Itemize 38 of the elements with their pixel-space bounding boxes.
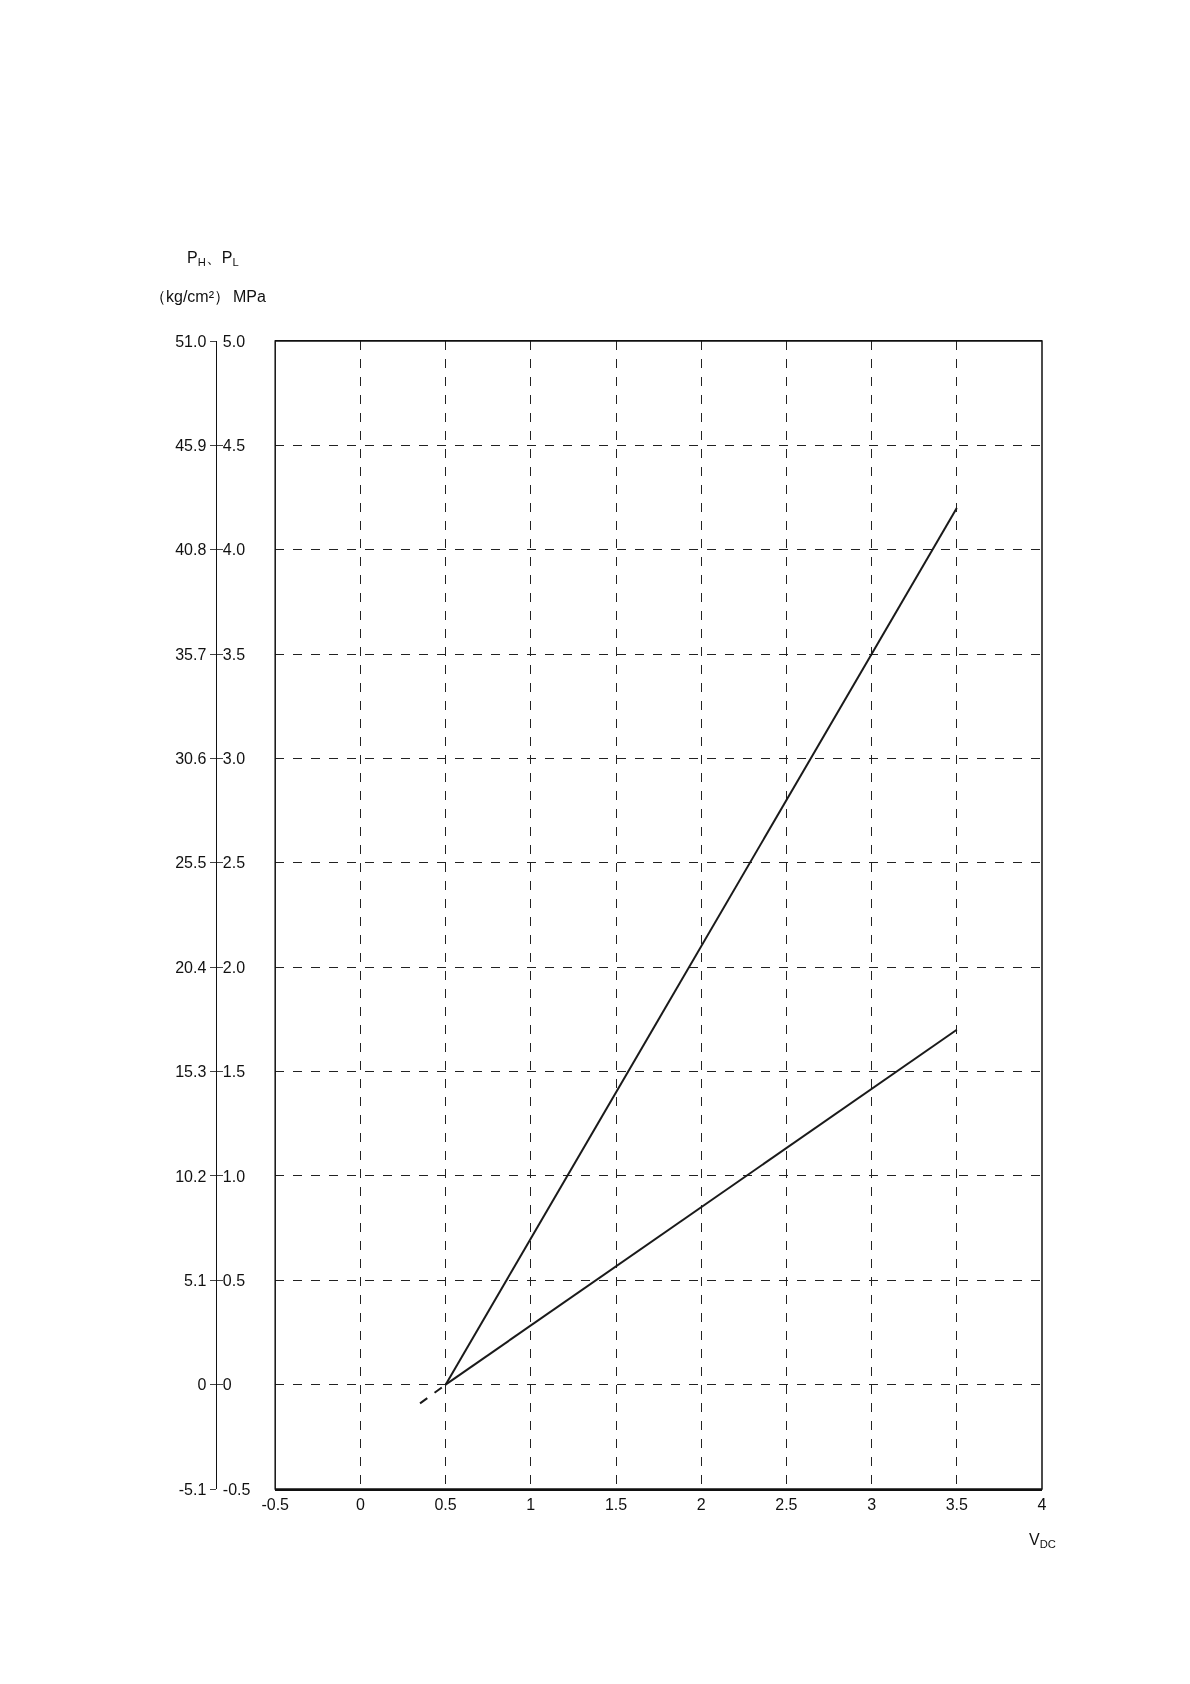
x-tick-label: 0.5 [434,1495,457,1513]
y2-axis-title: （kg/cm²） [150,288,230,305]
x-tick-label: 1.5 [604,1495,628,1513]
y2-tick-label: 15.3 [175,1063,207,1081]
x-axis-title: V$_{DC}$ [1029,1531,1056,1551]
y-tick-label: 1.0 [222,1167,246,1185]
x-tick-label: 2 [696,1495,706,1513]
y-axis-title: MPa [233,288,266,305]
y2-tick-label: 45.9 [175,436,207,454]
text: P$_{H}$、P$_{L}$ [187,249,239,269]
y-tick-label: 3.5 [222,645,246,663]
x-tick-label: 4 [1037,1495,1047,1513]
y-tick-label: 1.5 [222,1063,246,1081]
y-tick-label: 4.0 [222,541,246,559]
y-tick-label: 3.0 [222,750,246,768]
y2-tick-label: 25.5 [175,854,207,872]
y2-tick-label: 20.4 [175,958,207,976]
y-tick-label: 2.0 [222,958,246,976]
x-tick-label: 3 [867,1495,877,1513]
x-tick-label: 0 [355,1495,365,1513]
y2-tick-label: 5.1 [184,1271,207,1289]
y2-tick-label: -5.1 [178,1480,207,1498]
x-tick-label: -0.5 [261,1495,290,1513]
y2-tick-label: 35.7 [175,645,207,663]
x-tick-label: 2.5 [775,1495,798,1513]
y-tick-label: 2.5 [222,854,246,872]
y-tick-label: 0 [222,1376,232,1394]
x-tick-label: 1 [526,1495,536,1513]
y2-tick-label: 30.6 [175,750,207,768]
y-tick-label: 4.5 [222,436,246,454]
y-tick-label: 5.0 [222,332,246,350]
y-tick-label: 0.5 [222,1271,246,1289]
x-tick-label: 3.5 [945,1495,969,1513]
y2-tick-label: 10.2 [175,1167,207,1185]
y2-tick-label: 40.8 [175,541,207,559]
y2-tick-label: 0 [197,1376,207,1394]
y-tick-label: -0.5 [222,1480,251,1498]
y2-tick-label: 51.0 [175,332,207,350]
